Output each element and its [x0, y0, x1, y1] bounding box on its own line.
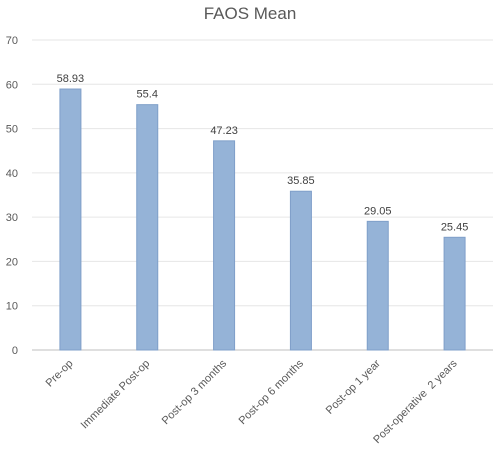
bar [59, 88, 82, 351]
bar [213, 140, 236, 351]
bar [289, 190, 312, 351]
x-tick-label: Post-op 6 months [237, 357, 307, 427]
bars [59, 88, 466, 351]
y-tick-label: 10 [6, 301, 18, 313]
y-tick-label: 30 [6, 212, 18, 224]
data-label: 29.05 [364, 205, 392, 217]
y-tick-label: 70 [6, 35, 18, 47]
x-tick-label: Post-operative 2 years [371, 357, 460, 446]
x-tick-label: Post-op 1 year [324, 357, 383, 416]
y-tick-label: 40 [6, 168, 18, 180]
y-tick-label: 20 [6, 256, 18, 268]
data-label: 35.85 [287, 175, 315, 187]
chart-title: FAOS Mean [204, 4, 297, 23]
data-label: 25.45 [441, 221, 469, 233]
bar [366, 220, 389, 351]
bar [443, 236, 466, 351]
data-label: 55.4 [137, 89, 158, 101]
data-label: 47.23 [210, 125, 238, 137]
y-tick-label: 50 [6, 124, 18, 136]
y-tick-label: 0 [12, 345, 18, 357]
x-tick-label: Pre-op [44, 358, 76, 390]
gridlines [32, 39, 493, 351]
data-label: 58.93 [57, 73, 85, 85]
data-labels: 58.93 55.4 47.23 35.85 29.05 25.45 [57, 73, 469, 233]
x-tick-label: Post-op 3 months [160, 357, 230, 427]
x-tick-label: Immediate Post-op [79, 358, 153, 432]
bar [136, 104, 159, 351]
y-axis-ticks: 0 10 20 30 40 50 60 70 [6, 35, 18, 357]
x-axis-ticks: Pre-op Immediate Post-op Post-op 3 months P… [44, 357, 460, 446]
y-tick-label: 60 [6, 79, 18, 91]
